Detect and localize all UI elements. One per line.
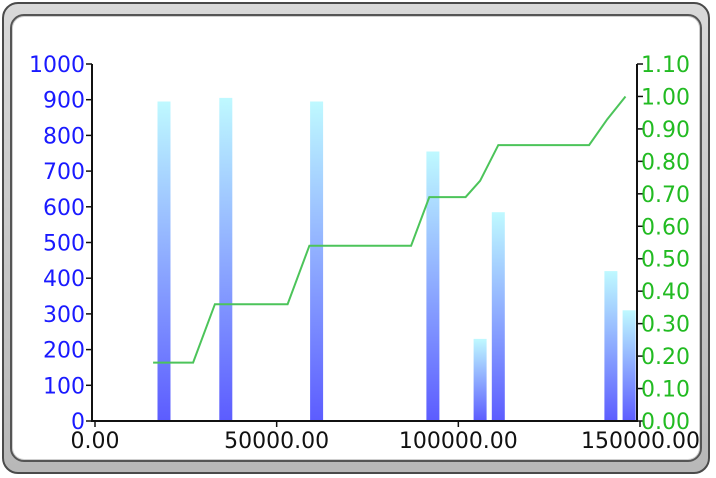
left-tick-label: 400 [43, 267, 85, 292]
bar-1 [157, 101, 171, 421]
left-tick-label: 300 [43, 303, 85, 328]
bottom-tick-label: 50000.00 [224, 429, 329, 454]
bar-2 [219, 97, 233, 422]
axes-layer [86, 63, 643, 427]
right-tick-label: 0.50 [641, 248, 690, 273]
left-tick-label: 500 [43, 232, 85, 257]
bar-5 [473, 338, 487, 421]
chart-plot-panel [10, 14, 702, 462]
bar-6 [491, 212, 505, 421]
right-tick-label: 0.40 [641, 280, 690, 305]
right-tick-label: 0.90 [641, 118, 690, 143]
bar-3 [310, 101, 324, 421]
left-tick-label: 900 [43, 89, 85, 114]
bar-4 [426, 151, 440, 421]
bottom-tick-label: 0.00 [71, 429, 120, 454]
right-tick-label: 0.30 [641, 313, 690, 338]
right-tick-label: 0.60 [641, 215, 690, 240]
bar-7 [604, 271, 618, 421]
right-tick-label: 0.80 [641, 150, 690, 175]
right-tick-label: 1.00 [641, 85, 690, 110]
cumulative-line [153, 95, 627, 364]
right-tick-label: 0.10 [641, 378, 690, 403]
right-tick-label: 0.00 [641, 410, 690, 435]
tick-labels-layer: 0 100 200 300 400 500 600 700 800 900 1000 0.00 0.10… [29, 53, 700, 454]
right-tick-label: 1.10 [641, 53, 690, 78]
left-tick-label: 1000 [29, 53, 85, 78]
left-tick-label: 100 [43, 374, 85, 399]
right-tick-label: 0.70 [641, 183, 690, 208]
cumulative-line-layer [153, 95, 627, 364]
left-tick-label: 200 [43, 339, 85, 364]
left-tick-label: 700 [43, 160, 85, 185]
bars-layer [157, 97, 636, 422]
bottom-tick-label: 150000.00 [581, 429, 700, 454]
left-tick-label: 600 [43, 196, 85, 221]
bar-8 [622, 310, 636, 421]
bottom-tick-label: 100000.00 [399, 429, 518, 454]
left-tick-label: 800 [43, 124, 85, 149]
left-tick-label: 0 [71, 410, 85, 435]
right-tick-label: 0.20 [641, 345, 690, 370]
